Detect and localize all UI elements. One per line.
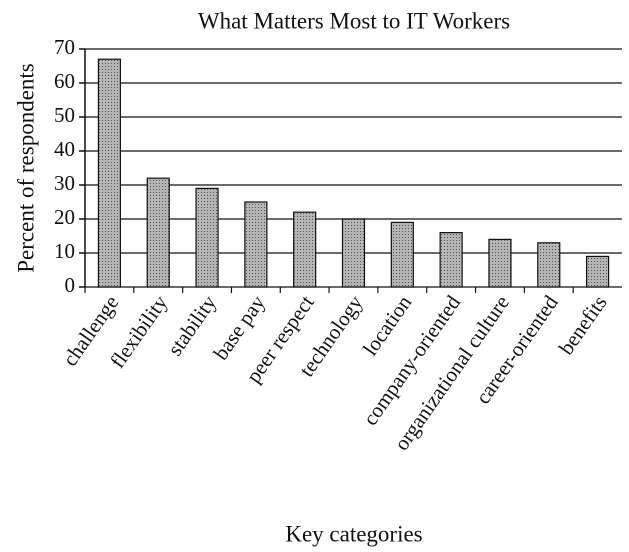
y-tick-label: 20 — [54, 205, 75, 229]
bar — [585, 255, 610, 288]
y-tick-label: 60 — [54, 69, 75, 93]
bar — [341, 218, 366, 288]
bar — [390, 221, 414, 288]
bar — [195, 187, 219, 288]
y-tick-label: 50 — [54, 103, 75, 127]
y-tick-label: 10 — [54, 239, 75, 263]
bar — [537, 242, 561, 288]
y-axis-label: Percent of respondents — [13, 63, 38, 273]
y-tick-label: 0 — [65, 273, 76, 297]
bar — [293, 211, 317, 288]
bar — [97, 58, 122, 288]
x-tick-label: benefits — [554, 291, 612, 359]
y-tick-label: 70 — [54, 35, 75, 59]
bar — [488, 238, 512, 288]
bar — [244, 201, 268, 288]
y-tick-label: 30 — [54, 171, 75, 195]
chart-title: What Matters Most to IT Workers — [198, 8, 510, 33]
x-axis-label: Key categories — [285, 521, 422, 546]
bar — [146, 177, 170, 288]
bar — [439, 232, 463, 288]
y-tick-label: 40 — [54, 137, 75, 161]
